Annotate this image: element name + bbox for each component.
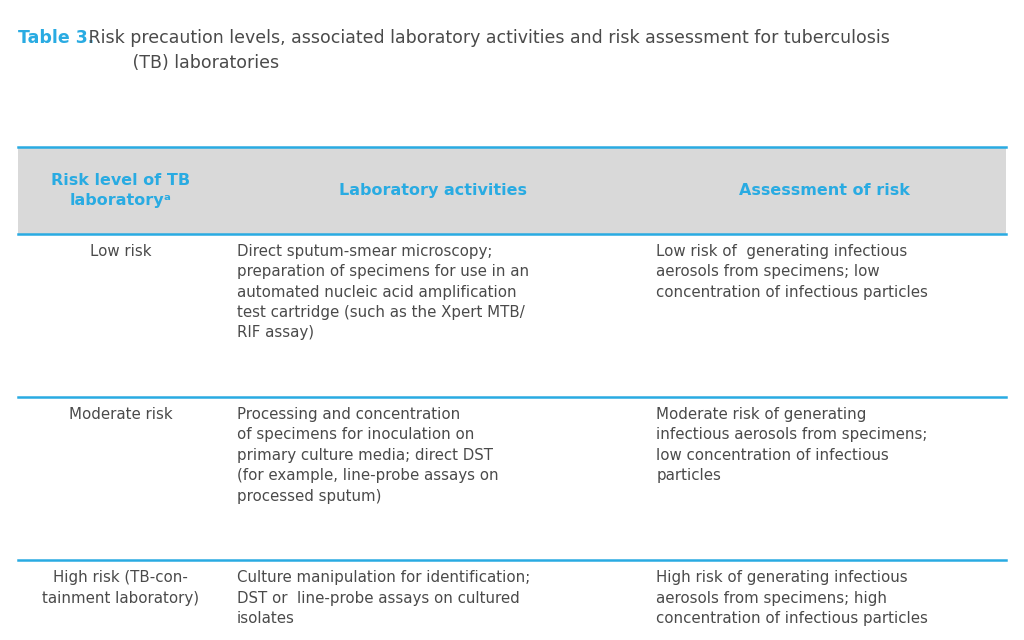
Text: Moderate risk: Moderate risk — [69, 407, 173, 422]
Text: Risk precaution levels, associated laboratory activities and risk assessment for: Risk precaution levels, associated labor… — [83, 29, 890, 72]
Text: Table 3.: Table 3. — [18, 29, 94, 47]
Text: Low risk of  generating infectious
aerosols from specimens; low
concentration of: Low risk of generating infectious aeroso… — [656, 244, 929, 300]
Text: Culture manipulation for identification;
DST or  line-probe assays on cultured
i: Culture manipulation for identification;… — [237, 570, 529, 626]
Text: High risk of generating infectious
aerosols from specimens; high
concentration o: High risk of generating infectious aeros… — [656, 570, 929, 626]
Text: Risk level of TB
laboratoryᵃ: Risk level of TB laboratoryᵃ — [51, 173, 190, 208]
Bar — [18, 147, 1006, 234]
Text: High risk (TB-con-
tainment laboratory): High risk (TB-con- tainment laboratory) — [42, 570, 200, 605]
Text: Laboratory activities: Laboratory activities — [339, 183, 527, 198]
Text: Direct sputum-smear microscopy;
preparation of specimens for use in an
automated: Direct sputum-smear microscopy; preparat… — [237, 244, 528, 340]
Text: Processing and concentration
of specimens for inoculation on
primary culture med: Processing and concentration of specimen… — [237, 407, 498, 504]
Text: Low risk: Low risk — [90, 244, 152, 259]
Text: Assessment of risk: Assessment of risk — [739, 183, 909, 198]
Text: Moderate risk of generating
infectious aerosols from specimens;
low concentratio: Moderate risk of generating infectious a… — [656, 407, 928, 483]
